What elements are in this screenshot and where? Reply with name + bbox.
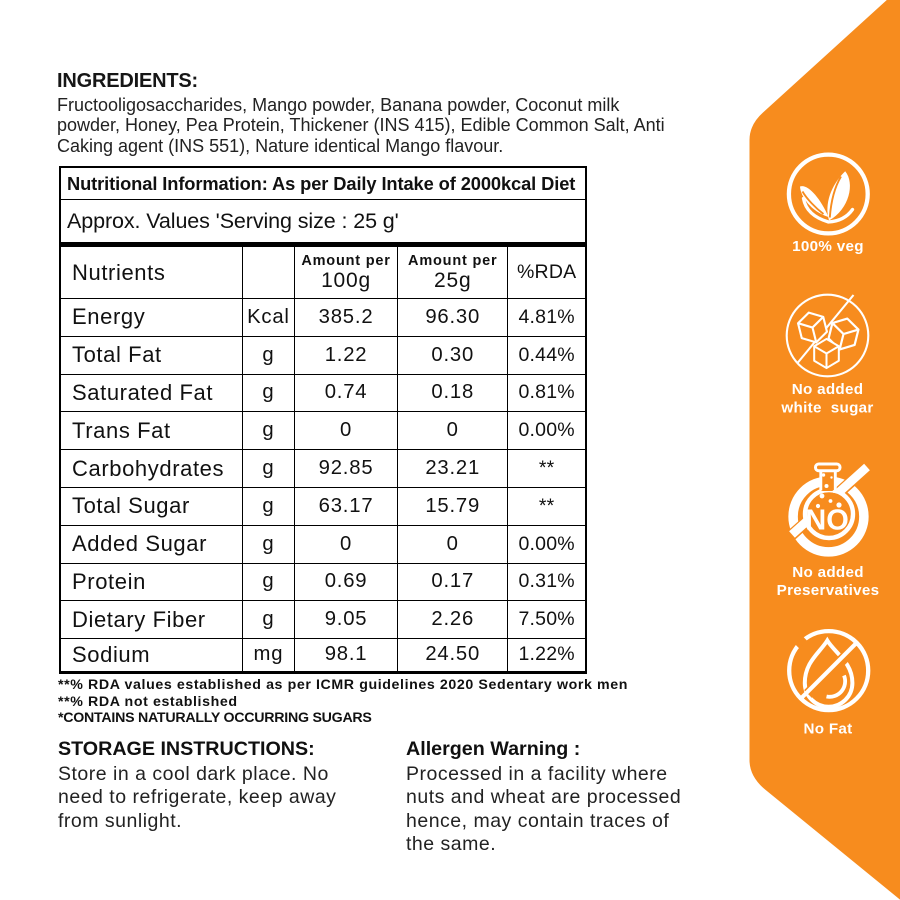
svg-text:No added: No added <box>792 381 864 398</box>
svg-text:white sugar: white sugar <box>780 400 873 417</box>
svg-text:NO: NO <box>805 505 849 537</box>
svg-text:Preservatives: Preservatives <box>777 582 880 599</box>
svg-text:No added: No added <box>792 564 864 581</box>
svg-text:No Fat: No Fat <box>803 721 852 738</box>
svg-text:100% veg: 100% veg <box>792 238 864 255</box>
